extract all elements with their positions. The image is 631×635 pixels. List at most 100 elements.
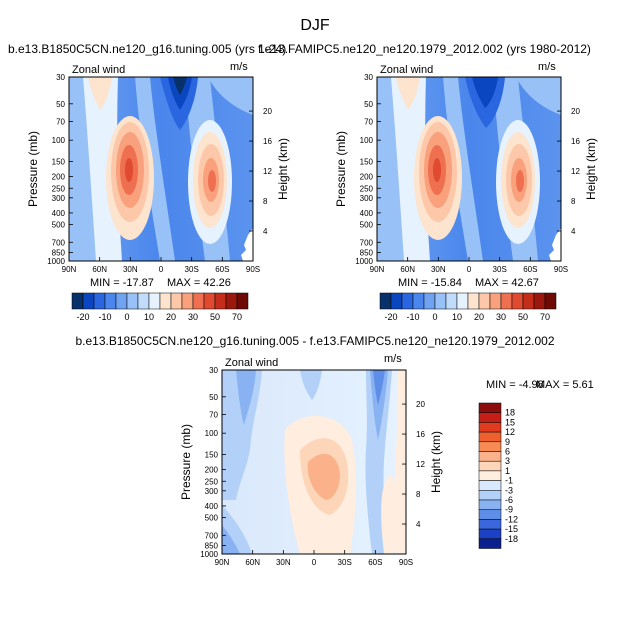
latitude-tick-label: 60S — [368, 558, 382, 567]
pressure-tick-label: 1000 — [355, 257, 373, 266]
colorbar-label: -3 — [505, 485, 513, 495]
colorbar-label: 9 — [505, 437, 510, 447]
colorbar-label: -20 — [384, 312, 397, 322]
pressure-tick-label: 30 — [364, 73, 373, 82]
colorbar-swatch — [401, 292, 414, 310]
colorbar-label: -9 — [505, 505, 513, 515]
colorbar-label: 50 — [518, 312, 528, 322]
colorbar-label: 70 — [232, 312, 242, 322]
colorbar-swatch — [478, 528, 502, 540]
colorbar-swatch — [478, 412, 502, 423]
colorbar-swatch — [522, 292, 535, 310]
pressure-tick-label: 50 — [56, 100, 65, 109]
colorbar-label: 10 — [144, 312, 154, 322]
pressure-tick-label: 250 — [360, 184, 374, 193]
pressure-tick-label: 1000 — [200, 550, 218, 559]
colorbar-swatch — [511, 292, 524, 310]
colorbar-swatch — [214, 292, 227, 310]
colorbar-label: 20 — [166, 312, 176, 322]
latitude-tick-label: 30N — [431, 265, 446, 274]
colorbar-swatch — [489, 292, 502, 310]
pressure-tick-label: 100 — [205, 429, 219, 438]
y2-axis-label-difference: Height (km) — [429, 431, 443, 493]
latitude-tick-label: 90N — [215, 558, 230, 567]
colorbar-swatch — [236, 292, 249, 310]
latitude-tick-label: 60S — [523, 265, 537, 274]
y2-axis-label-top-right: Height (km) — [584, 138, 598, 200]
colorbar-label: 0 — [432, 312, 437, 322]
var-label-top-left: Zonal wind — [72, 64, 125, 76]
min-label-top-right: MIN = -15.84 — [398, 277, 462, 289]
latitude-axis-difference: 90N 60N 30N 0 30S 60S 90S — [215, 550, 413, 567]
colorbar-label: 12 — [505, 427, 515, 437]
panel-difference: b.e13.B1850C5CN.ne120_g16.tuning.005 - f… — [75, 334, 593, 567]
height-tick-label: 8 — [263, 197, 268, 206]
colorbar-swatch — [478, 451, 502, 462]
pressure-tick-label: 500 — [360, 221, 374, 230]
colorbar-swatch — [467, 292, 480, 310]
height-tick-label: 4 — [416, 520, 421, 529]
latitude-tick-label: 30N — [276, 558, 291, 567]
pressure-tick-label: 150 — [205, 450, 219, 459]
colorbar-label: -18 — [505, 534, 518, 544]
colorbar-swatch — [478, 292, 491, 310]
latitude-axis-top-left: 90N 60N 30N 0 30S 60S 90S — [62, 257, 260, 274]
case-label-top-right: f.e13.FAMIPC5.ne120_ne120.1979_2012.002 … — [258, 42, 591, 56]
pressure-tick-label: 70 — [209, 410, 218, 419]
colorbar-top-left: -20 -10 0 10 20 30 50 70 — [71, 292, 249, 322]
pressure-tick-label: 30 — [209, 366, 218, 375]
colorbar-label: -10 — [98, 312, 111, 322]
height-tick-label: 16 — [571, 137, 580, 146]
colorbar-swatch — [533, 292, 546, 310]
colorbar-label: -10 — [406, 312, 419, 322]
y-axis-label-top-left: Pressure (mb) — [26, 131, 40, 207]
colorbar-label: 15 — [505, 417, 515, 427]
pressure-tick-label: 400 — [52, 209, 66, 218]
pressure-tick-label: 850 — [360, 248, 374, 257]
colorbar-label: 0 — [124, 312, 129, 322]
pressure-tick-label: 700 — [205, 531, 219, 540]
pressure-tick-label: 250 — [52, 184, 66, 193]
latitude-tick-label: 0 — [159, 265, 164, 274]
latitude-tick-label: 90N — [62, 265, 77, 274]
colorbar-label: 70 — [540, 312, 550, 322]
min-label-difference: MIN = -4.98 — [486, 379, 544, 391]
latitude-tick-label: 90S — [246, 265, 260, 274]
height-axis-top-left: 20 16 12 8 4 — [249, 107, 272, 236]
colorbar-swatch — [104, 292, 117, 310]
colorbar-label: 10 — [452, 312, 462, 322]
colorbar-swatch — [159, 292, 172, 310]
colorbar-swatch — [445, 292, 458, 310]
colorbar-swatch — [478, 431, 502, 443]
colorbar-label: 20 — [474, 312, 484, 322]
panel-top-right: f.e13.FAMIPC5.ne120_ne120.1979_2012.002 … — [258, 42, 598, 322]
latitude-tick-label: 60N — [92, 265, 107, 274]
pressure-tick-label: 400 — [205, 502, 219, 511]
height-tick-label: 16 — [263, 137, 272, 146]
height-axis-difference: 20 16 12 8 4 — [402, 400, 425, 529]
contour-field-top-right — [377, 77, 561, 261]
pressure-tick-label: 850 — [205, 541, 219, 550]
colorbar-swatch — [203, 292, 216, 310]
height-tick-label: 8 — [571, 197, 576, 206]
min-label-top-left: MIN = -17.87 — [90, 277, 154, 289]
height-tick-label: 20 — [416, 400, 425, 409]
max-label-top-right: MAX = 42.67 — [475, 277, 539, 289]
colorbar-swatch — [181, 292, 194, 310]
colorbar-swatch — [192, 292, 205, 310]
height-tick-label: 4 — [571, 227, 576, 236]
pressure-tick-label: 50 — [364, 100, 373, 109]
units-label-top-left: m/s — [230, 61, 248, 73]
colorbar-swatch — [456, 292, 469, 310]
y-axis-label-difference: Pressure (mb) — [179, 424, 193, 500]
latitude-tick-label: 30S — [338, 558, 352, 567]
var-label-top-right: Zonal wind — [380, 64, 433, 76]
height-tick-label: 20 — [263, 107, 272, 116]
var-label-difference: Zonal wind — [225, 357, 278, 369]
colorbar-label: -20 — [76, 312, 89, 322]
colorbar-label: -15 — [505, 524, 518, 534]
